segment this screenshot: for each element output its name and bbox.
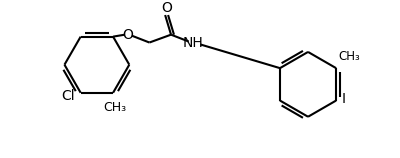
Text: Cl: Cl	[61, 89, 75, 103]
Text: CH₃: CH₃	[338, 50, 360, 63]
Text: O: O	[122, 28, 133, 42]
Text: O: O	[161, 1, 172, 15]
Text: NH: NH	[182, 36, 203, 49]
Text: I: I	[342, 92, 346, 106]
Text: CH₃: CH₃	[104, 101, 127, 114]
